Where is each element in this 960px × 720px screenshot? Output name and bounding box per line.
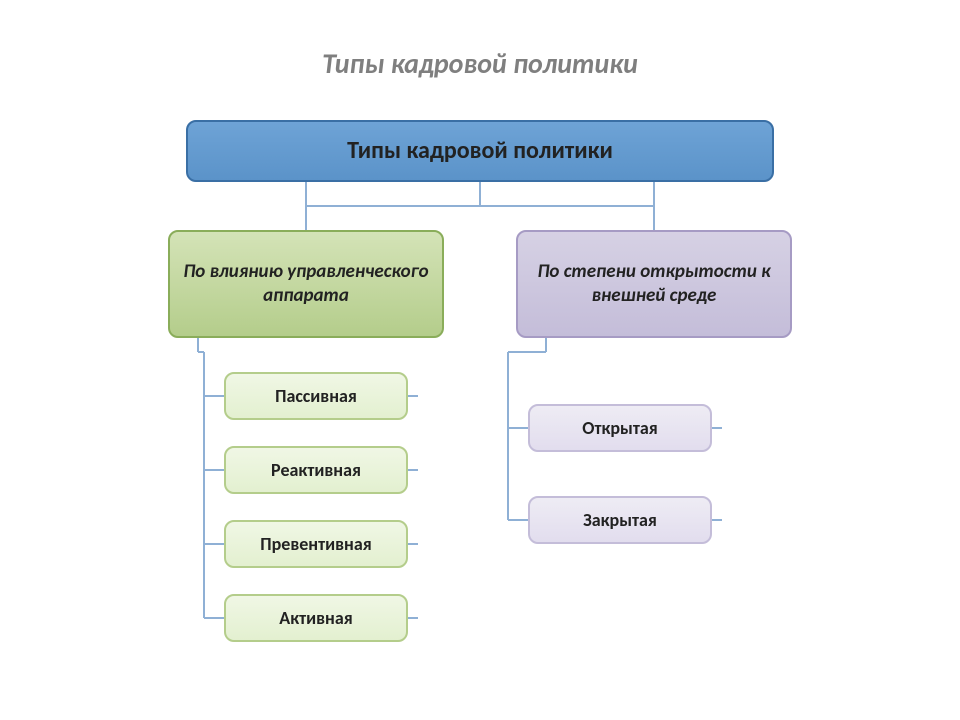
leaf-left-1: Реактивная <box>224 446 408 494</box>
leaf-left-0: Пассивная <box>224 372 408 420</box>
branch-left: По влиянию управленческого аппарата <box>168 230 444 338</box>
leaf-right-1: Закрытая <box>528 496 712 544</box>
branch-right: По степени открытости к внешней среде <box>516 230 792 338</box>
root-node: Типы кадровой политики <box>186 120 774 182</box>
leaf-left-2: Превентивная <box>224 520 408 568</box>
page-title: Типы кадровой политики <box>0 46 960 81</box>
leaf-right-0: Открытая <box>528 404 712 452</box>
connectors-svg <box>0 0 960 720</box>
diagram-canvas: Типы кадровой политики Типы кадровой пол… <box>0 0 960 720</box>
leaf-left-3: Активная <box>224 594 408 642</box>
